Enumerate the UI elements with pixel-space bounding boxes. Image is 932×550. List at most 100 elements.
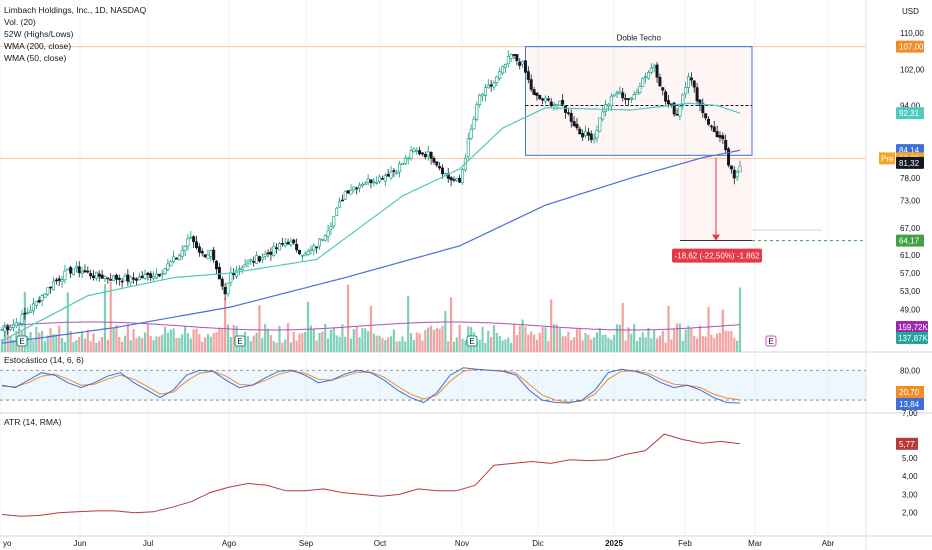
chart-legend: Limbach Holdings, Inc., 1D, NASDAQ Vol. … — [4, 4, 146, 64]
volume-bar — [570, 339, 573, 352]
candle-body — [575, 123, 579, 129]
candle-body — [92, 275, 96, 278]
volume-bar — [593, 337, 596, 352]
candle-body — [412, 148, 416, 152]
volume-bar — [278, 325, 281, 352]
volume-indicator-label[interactable]: Vol. (20) — [4, 17, 36, 27]
time-axis-label: 2025 — [605, 539, 623, 548]
candle-body — [718, 135, 722, 138]
candle-body — [217, 267, 221, 280]
volume-bar — [510, 342, 513, 352]
earnings-event-icon — [765, 335, 777, 347]
candle-body — [51, 281, 55, 290]
volume-bar — [532, 334, 536, 352]
price-axis-label: 73,00 — [900, 197, 921, 206]
candle-body — [400, 162, 404, 166]
volume-bar — [438, 328, 441, 352]
candle-body — [543, 97, 547, 102]
atr-axis-label: 5,00 — [902, 454, 918, 463]
volume-bar — [607, 337, 610, 352]
volume-bar — [338, 336, 341, 352]
volume-bar — [72, 341, 75, 352]
volume-bar — [40, 330, 44, 352]
volume-bar — [266, 328, 270, 352]
volume-bar — [615, 324, 619, 352]
volume-bar — [724, 330, 727, 352]
candle-body — [229, 272, 233, 283]
candle-body — [644, 76, 648, 79]
candle-body — [738, 165, 742, 173]
volume-bar — [504, 339, 507, 352]
candle-body — [20, 314, 24, 324]
candle-body — [369, 179, 373, 184]
candle-body — [303, 253, 307, 256]
volume-bar — [530, 331, 533, 352]
candle-body — [632, 94, 636, 100]
earnings-event-label: E — [19, 337, 24, 346]
candle-body — [704, 113, 708, 119]
candle-body — [94, 271, 98, 279]
volume-bar — [418, 333, 421, 352]
wma200-indicator-label[interactable]: WMA (200, close) — [4, 41, 72, 51]
candle-body — [378, 176, 382, 182]
volume-bar — [447, 341, 450, 352]
volume-bar — [312, 329, 315, 352]
volume-bar — [484, 342, 487, 352]
candle-body — [641, 78, 645, 87]
candle-body — [729, 165, 733, 170]
candle-body — [309, 248, 313, 252]
volume-bar — [163, 326, 167, 352]
candle-body — [707, 118, 711, 125]
volume-bar — [730, 330, 733, 352]
candle-body — [134, 278, 138, 281]
candle-body — [709, 125, 713, 128]
volume-bar — [23, 291, 26, 352]
candle-body — [249, 259, 253, 261]
atr-badge — [896, 437, 918, 450]
stochastic-badge — [896, 386, 924, 398]
volume-bar — [135, 338, 138, 352]
candle-body — [263, 253, 267, 257]
candle-body — [329, 226, 333, 230]
candle-body — [163, 268, 167, 274]
candle-body — [403, 157, 407, 164]
volume-bar — [567, 331, 570, 352]
candle-body — [581, 132, 585, 138]
candle-body — [320, 238, 324, 241]
candle-body — [355, 187, 359, 190]
volume-bar — [650, 338, 653, 352]
candle-body — [352, 186, 356, 191]
candle-body — [137, 276, 141, 281]
highs-lows-indicator-label[interactable]: 52W (Highs/Lows) — [4, 29, 74, 39]
volume-bar — [352, 329, 355, 352]
candle-body — [154, 273, 158, 279]
volume-bar — [527, 334, 530, 352]
candle-body — [266, 252, 270, 255]
volume-bar — [212, 333, 215, 352]
candle-body — [226, 283, 230, 295]
candle-body — [195, 241, 199, 248]
candle-body — [538, 95, 542, 99]
volume-bar — [647, 327, 650, 352]
volume-bar — [326, 338, 330, 352]
candle-body — [109, 279, 113, 281]
volume-bar — [321, 331, 324, 352]
volume-bar — [52, 334, 55, 352]
price-axis-label: 57,00 — [900, 269, 921, 278]
candle-body — [592, 137, 596, 140]
price-badge — [896, 234, 924, 247]
volume-bar — [398, 341, 401, 352]
wma50-indicator-label[interactable]: WMA (50, close) — [4, 53, 67, 63]
atr-pane-label[interactable]: ATR (14, RMA) — [4, 417, 62, 427]
volume-bar — [158, 336, 161, 352]
candle-body — [183, 246, 187, 251]
candle-body — [375, 182, 379, 184]
volume-bar — [449, 297, 453, 352]
candle-body — [666, 100, 670, 105]
volume-bar — [693, 336, 696, 352]
candle-body — [63, 270, 67, 281]
volume-bar — [306, 301, 310, 352]
stochastic-pane-label[interactable]: Estocástico (14, 6, 6) — [4, 355, 84, 365]
volume-bar — [707, 306, 710, 352]
